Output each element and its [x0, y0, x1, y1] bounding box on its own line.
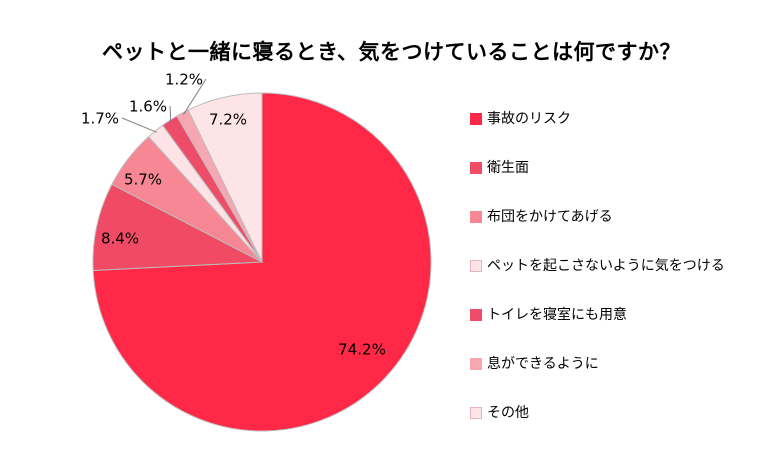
legend-item-1: 事故のリスク — [470, 94, 725, 143]
legend-swatch — [470, 357, 482, 370]
legend-label: 事故のリスク — [487, 110, 571, 127]
data-label-2: 8.4% — [101, 230, 139, 248]
legend-item-5: トイレを寝室にも用意 — [470, 290, 725, 339]
pie-slice-7 — [187, 92, 263, 263]
chart-title: ペットと一緒に寝るとき、気をつけていることは何ですか？ — [101, 40, 682, 64]
data-label-5: 1.6% — [129, 98, 167, 116]
data-label-6: 1.2% — [165, 71, 203, 89]
pie-slice-2 — [92, 183, 264, 272]
leader-line-4 — [121, 117, 157, 133]
legend-swatch — [470, 112, 482, 125]
legend-item-6: 息ができるように — [470, 339, 725, 388]
leader-lines — [121, 78, 207, 133]
leader-line-6 — [182, 78, 207, 115]
data-label-1: 74.2% — [338, 341, 386, 359]
legend-label: 布団をかけてあげる — [487, 208, 613, 225]
legend-label: トイレを寝室にも用意 — [487, 306, 627, 323]
legend-swatch — [470, 210, 482, 223]
legend-swatch — [470, 308, 482, 321]
legend-item-4: ペットを起こさないように気をつける — [470, 241, 725, 290]
data-label-4: 1.7% — [81, 110, 119, 128]
leader-line-5 — [169, 105, 172, 123]
data-label-7: 7.2% — [209, 111, 247, 129]
legend-label: 衛生面 — [487, 159, 529, 176]
legend-item-3: 布団をかけてあげる — [470, 192, 725, 241]
legend-item-7: その他 — [470, 388, 725, 437]
data-labels: 74.2% 8.4% 5.7% 1.7% 1.6% 1.2% 7.2% — [81, 71, 386, 359]
legend-swatch — [470, 406, 482, 419]
data-label-3: 5.7% — [124, 171, 162, 189]
legend-label: 息ができるように — [487, 355, 599, 372]
legend-item-2: 衛生面 — [470, 143, 725, 192]
legend-label: その他 — [487, 404, 529, 421]
legend-swatch — [470, 161, 482, 174]
legend-swatch — [470, 259, 482, 272]
legend-label: ペットを起こさないように気をつける — [487, 257, 725, 274]
legend: 事故のリスク 衛生面布団をかけてあげるペットを起こさないように気をつける トイレを寝… — [470, 94, 725, 437]
pie-slices — [92, 92, 432, 432]
